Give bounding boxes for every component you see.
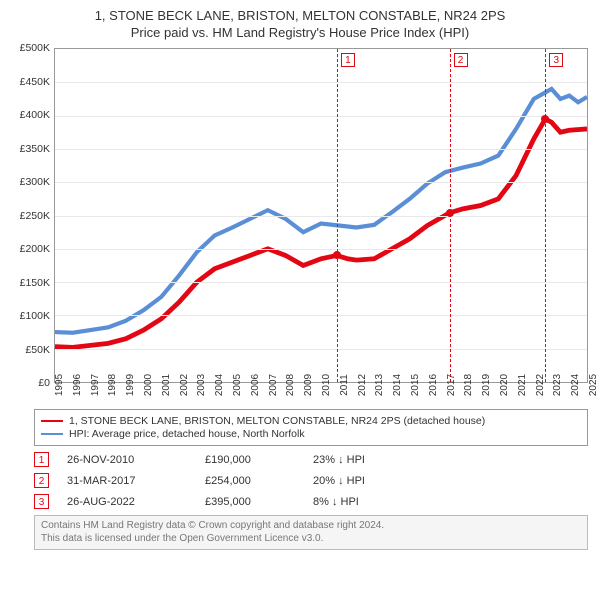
x-tick-label: 2022 (535, 374, 546, 396)
y-tick-label: £250K (20, 210, 50, 222)
x-tick-label: 2011 (339, 374, 350, 396)
x-tick-label: 1999 (125, 374, 136, 396)
legend-item: HPI: Average price, detached house, Nort… (41, 428, 581, 440)
y-tick-label: £150K (20, 277, 50, 289)
transaction-date: 26-NOV-2010 (67, 454, 187, 466)
transaction-index-box: 3 (34, 494, 49, 509)
y-tick-label: £300K (20, 176, 50, 188)
transaction-date: 31-MAR-2017 (67, 475, 187, 487)
x-tick-label: 1998 (107, 374, 118, 396)
x-tick-label: 2017 (446, 374, 457, 396)
y-tick-label: £400K (20, 109, 50, 121)
x-tick-label: 2025 (588, 374, 599, 396)
transaction-vline (545, 49, 546, 382)
x-tick-label: 2024 (570, 374, 581, 396)
attribution-footer: Contains HM Land Registry data © Crown c… (34, 515, 588, 550)
x-tick-label: 2005 (232, 374, 243, 396)
transaction-diff-vs-hpi: 23% ↓ HPI (313, 454, 423, 466)
transactions-table: 1 26-NOV-2010 £190,000 23% ↓ HPI 2 31-MAR-201… (34, 452, 588, 509)
x-tick-label: 2021 (517, 374, 528, 396)
y-tick-label: £500K (20, 42, 50, 54)
gridline-h (55, 315, 587, 316)
transaction-diff-vs-hpi: 8% ↓ HPI (313, 496, 423, 508)
x-tick-label: 2002 (179, 374, 190, 396)
x-tick-label: 2019 (481, 374, 492, 396)
gridline-h (55, 249, 587, 250)
x-tick-label: 2012 (357, 374, 368, 396)
x-tick-label: 1996 (72, 374, 83, 396)
x-tick-label: 2023 (552, 374, 563, 396)
chart-title-block: 1, STONE BECK LANE, BRISTON, MELTON CONS… (0, 0, 600, 44)
legend-swatch (41, 433, 63, 435)
y-tick-label: £450K (20, 76, 50, 88)
transaction-price: £395,000 (205, 496, 295, 508)
x-tick-label: 2007 (268, 374, 279, 396)
x-tick-label: 2000 (143, 374, 154, 396)
gridline-h (55, 282, 587, 283)
x-tick-label: 1995 (54, 374, 65, 396)
transaction-callout: 3 (549, 53, 563, 67)
title-line2: Price paid vs. HM Land Registry's House … (10, 25, 590, 40)
x-tick-label: 2010 (321, 374, 332, 396)
gridline-h (55, 182, 587, 183)
x-tick-label: 2015 (410, 374, 421, 396)
gridline-h (55, 149, 587, 150)
legend-label: HPI: Average price, detached house, Nort… (69, 428, 305, 440)
gridline-h (55, 349, 587, 350)
x-tick-label: 2014 (392, 374, 403, 396)
legend-swatch (41, 420, 63, 422)
transaction-index-box: 2 (34, 473, 49, 488)
y-tick-label: £100K (20, 310, 50, 322)
legend: 1, STONE BECK LANE, BRISTON, MELTON CONS… (34, 409, 588, 446)
transaction-row: 3 26-AUG-2022 £395,000 8% ↓ HPI (34, 494, 588, 509)
transaction-callout: 2 (454, 53, 468, 67)
y-tick-label: £0 (38, 377, 50, 389)
x-tick-label: 2008 (285, 374, 296, 396)
transaction-row: 2 31-MAR-2017 £254,000 20% ↓ HPI (34, 473, 588, 488)
y-tick-label: £50K (25, 344, 50, 356)
transaction-vline (337, 49, 338, 382)
x-tick-label: 2006 (250, 374, 261, 396)
x-tick-label: 2003 (196, 374, 207, 396)
plot-area: 1 2 3 (54, 48, 588, 383)
transaction-date: 26-AUG-2022 (67, 496, 187, 508)
gridline-h (55, 216, 587, 217)
x-tick-label: 1997 (90, 374, 101, 396)
title-line1: 1, STONE BECK LANE, BRISTON, MELTON CONS… (10, 8, 590, 23)
x-tick-label: 2009 (303, 374, 314, 396)
series-line (55, 89, 587, 333)
x-tick-label: 2001 (161, 374, 172, 396)
transaction-point (541, 115, 549, 123)
transaction-point (333, 251, 341, 259)
gridline-h (55, 116, 587, 117)
x-axis: 1995199619971998199920002001200220032004… (54, 383, 588, 403)
footer-line1: Contains HM Land Registry data © Crown c… (41, 520, 581, 533)
transaction-point (446, 209, 454, 217)
y-tick-label: £200K (20, 243, 50, 255)
transaction-row: 1 26-NOV-2010 £190,000 23% ↓ HPI (34, 452, 588, 467)
x-tick-label: 2004 (214, 374, 225, 396)
x-tick-label: 2020 (499, 374, 510, 396)
y-tick-label: £350K (20, 143, 50, 155)
y-axis: £0£50K£100K£150K£200K£250K£300K£350K£400… (10, 48, 54, 383)
transaction-diff-vs-hpi: 20% ↓ HPI (313, 475, 423, 487)
transaction-price: £254,000 (205, 475, 295, 487)
transaction-callout: 1 (341, 53, 355, 67)
x-tick-label: 2016 (428, 374, 439, 396)
x-tick-label: 2013 (374, 374, 385, 396)
gridline-h (55, 82, 587, 83)
legend-item: 1, STONE BECK LANE, BRISTON, MELTON CONS… (41, 415, 581, 427)
transaction-price: £190,000 (205, 454, 295, 466)
transaction-index-box: 1 (34, 452, 49, 467)
legend-label: 1, STONE BECK LANE, BRISTON, MELTON CONS… (69, 415, 485, 427)
chart-area: £0 £50K £100K £150K £200K £250K £300K £350K £400… (10, 48, 588, 403)
footer-line2: This data is licensed under the Open Gov… (41, 533, 581, 546)
x-tick-label: 2018 (463, 374, 474, 396)
